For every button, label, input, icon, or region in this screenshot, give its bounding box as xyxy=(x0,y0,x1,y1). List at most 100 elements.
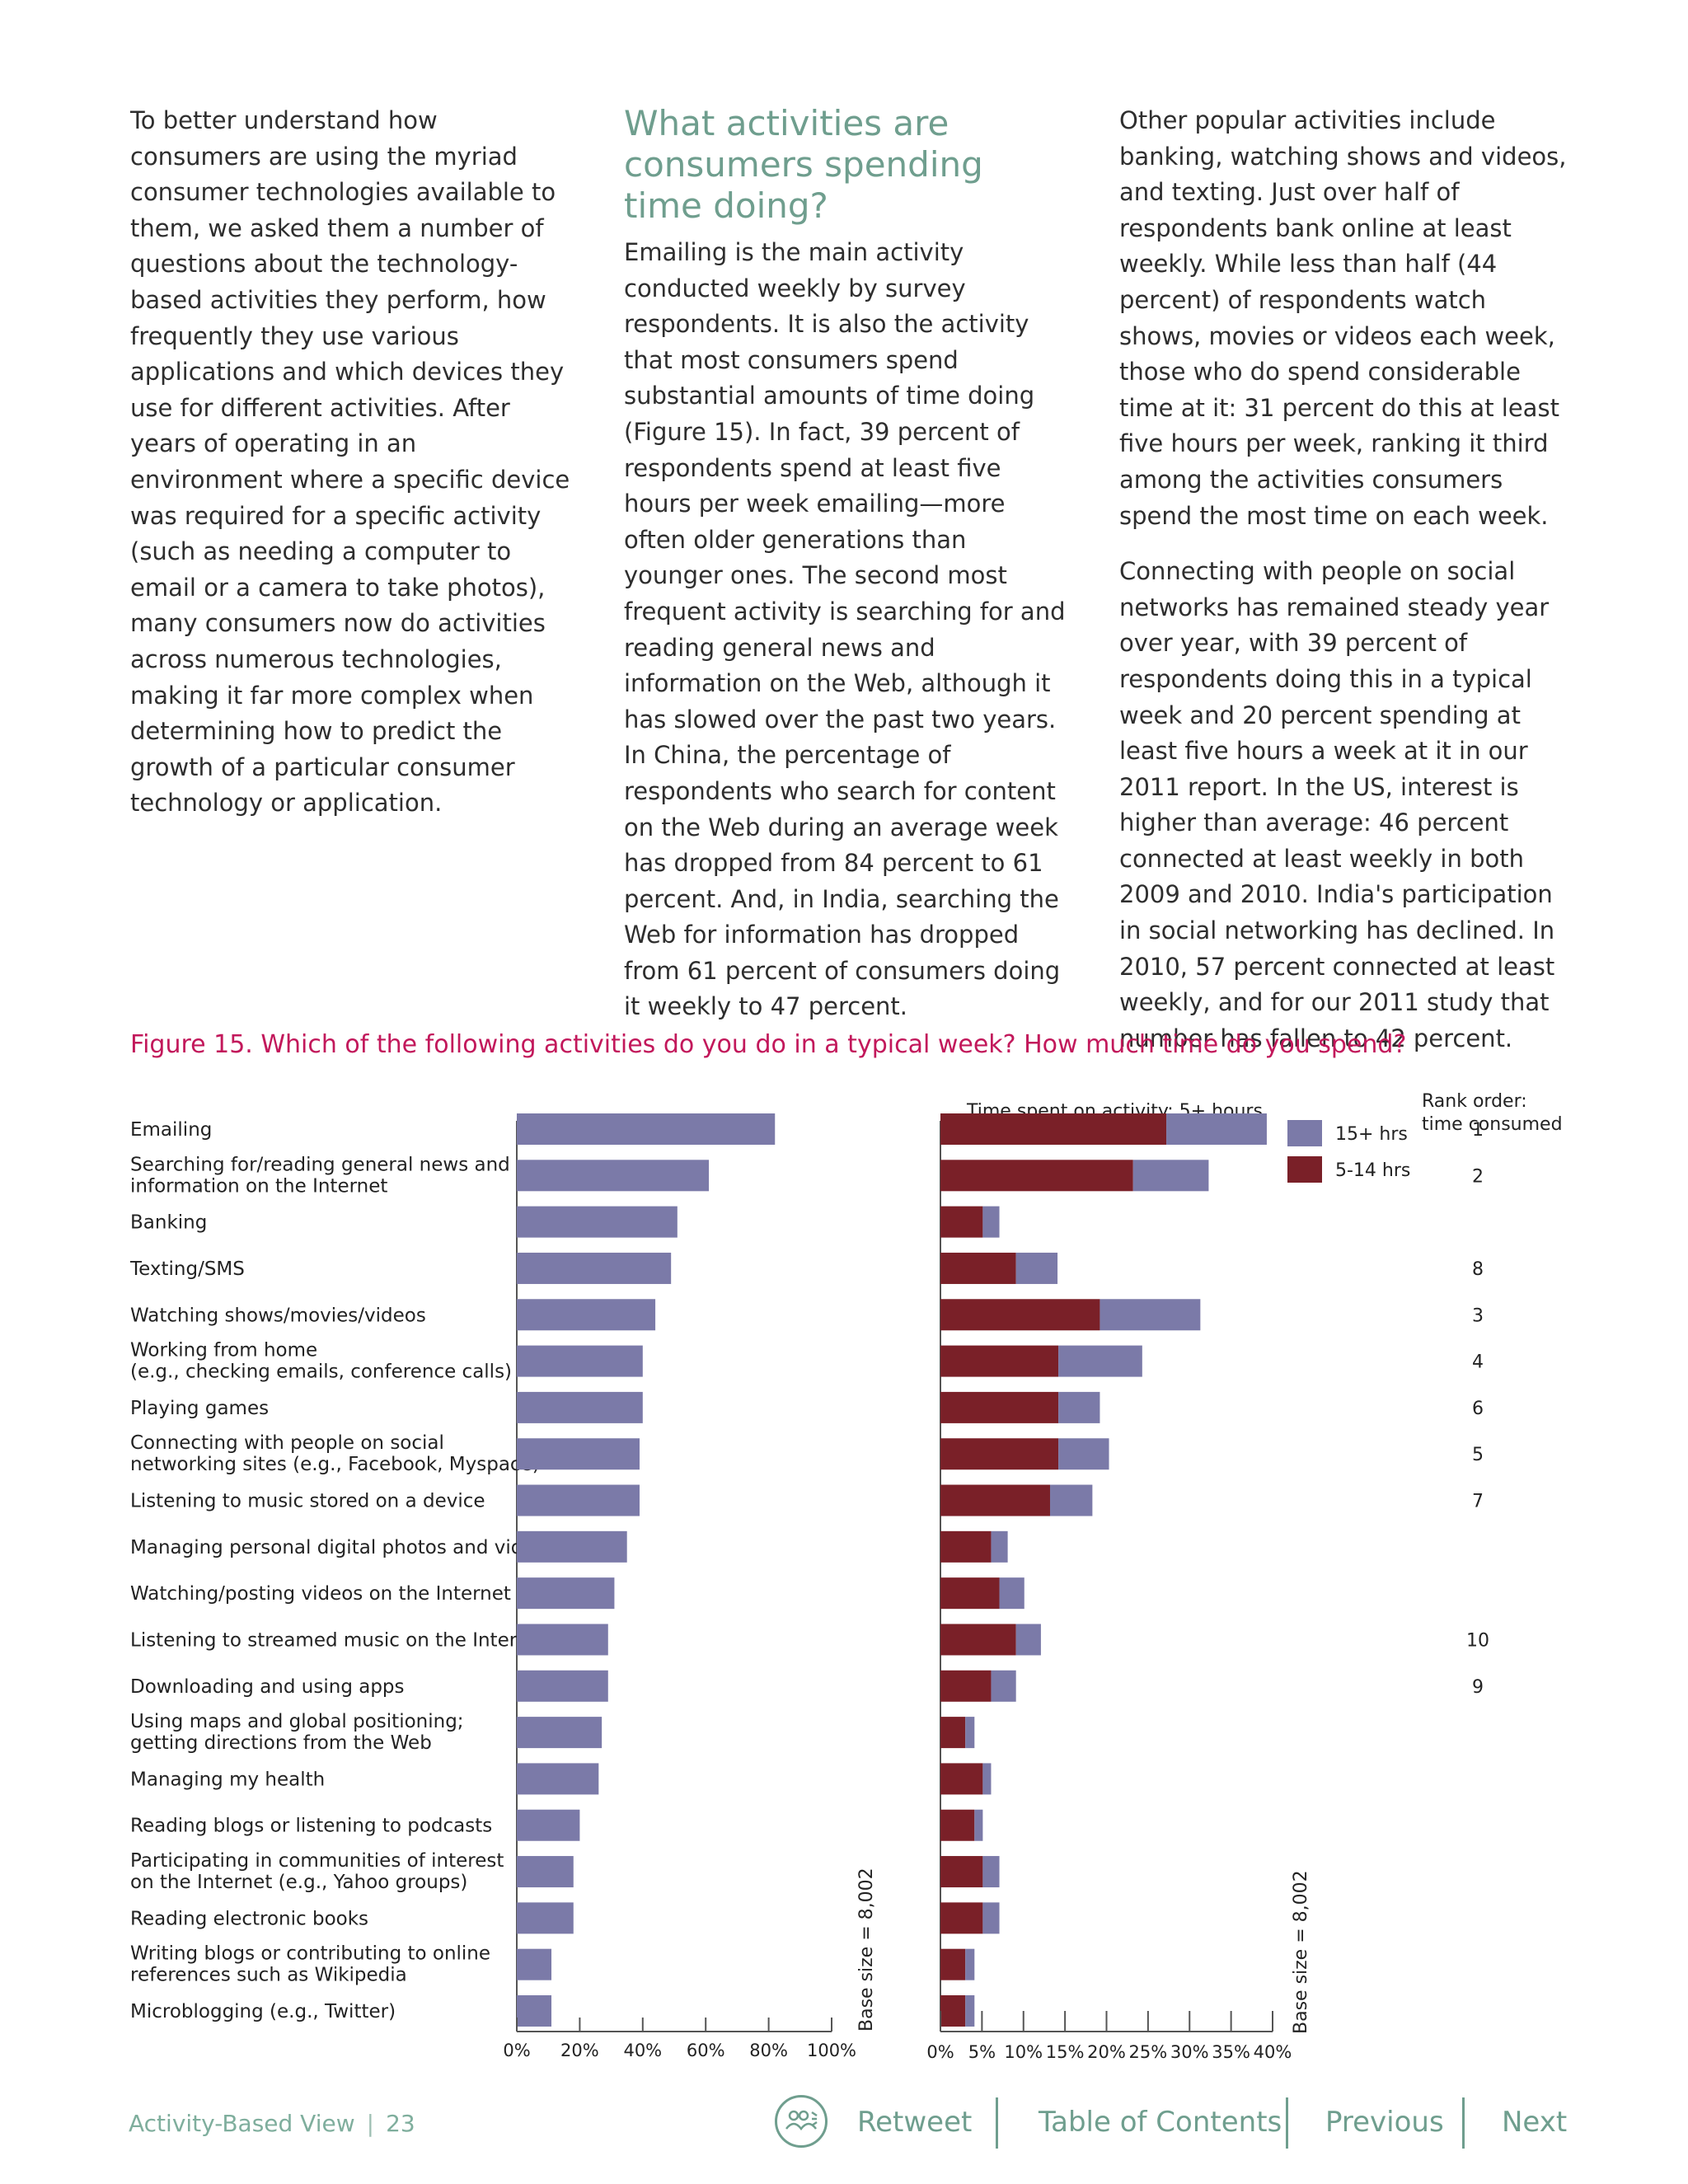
bar-weekly xyxy=(517,1206,678,1238)
category-label: Participating in communities of interest xyxy=(130,1850,504,1872)
bar-weekly xyxy=(517,1252,672,1284)
rank-value: 8 xyxy=(1472,1259,1484,1280)
x-tick-label: 0% xyxy=(926,2042,954,2062)
right-paragraph-2: Connecting with people on social network… xyxy=(1119,557,1555,1052)
x-tick-label: 25% xyxy=(1129,2042,1168,2062)
footer-section-name: Activity-Based View xyxy=(129,2110,355,2137)
bar-weekly xyxy=(517,1530,627,1563)
bar-15-plus-hrs xyxy=(982,1206,1000,1238)
legend-swatch xyxy=(1287,1156,1322,1183)
category-label: Working from home xyxy=(130,1340,317,1361)
people-icon xyxy=(785,2110,818,2131)
retweet-icon[interactable] xyxy=(775,2095,828,2148)
page-number: 23 xyxy=(386,2110,415,2137)
category-label: Managing personal digital photos and vid… xyxy=(130,1537,556,1558)
category-label: Reading electronic books xyxy=(130,1908,368,1929)
bar-weekly xyxy=(517,1484,640,1516)
right-paragraph-1: Other popular activities include banking… xyxy=(1119,106,1567,530)
bar-5-14-hrs xyxy=(940,1438,1059,1470)
next-link[interactable]: Next xyxy=(1502,2106,1568,2139)
bar-15-plus-hrs xyxy=(982,1902,1000,1934)
category-label: references such as Wikipedia xyxy=(130,1965,407,1986)
bar-weekly xyxy=(517,1624,608,1656)
category-label: Managing my health xyxy=(130,1769,325,1790)
rank-value: 7 xyxy=(1472,1492,1484,1512)
category-label: Listening to music stored on a device xyxy=(130,1491,485,1512)
x-tick-label: 60% xyxy=(687,2041,725,2060)
category-label: Watching shows/movies/videos xyxy=(130,1305,426,1326)
category-label: Searching for/reading general news and xyxy=(130,1154,510,1175)
bar-weekly xyxy=(517,1160,710,1192)
category-label: Watching/posting videos on the Internet xyxy=(130,1583,511,1605)
nav-divider xyxy=(1462,2097,1465,2149)
rank-value: 10 xyxy=(1466,1630,1489,1651)
bar-5-14-hrs xyxy=(940,1624,1016,1656)
bar-5-14-hrs xyxy=(940,1391,1059,1423)
bar-weekly xyxy=(517,1763,599,1795)
intro-paragraph: To better understand how consumers are u… xyxy=(130,106,570,818)
bar-15-plus-hrs xyxy=(999,1577,1025,1610)
bar-weekly xyxy=(517,1809,580,1841)
table-of-contents-link[interactable]: Table of Contents xyxy=(1039,2106,1282,2139)
category-label: information on the Internet xyxy=(130,1175,387,1197)
bar-15-plus-hrs xyxy=(965,1717,975,1749)
category-label: Listening to streamed music on the Inter… xyxy=(130,1629,548,1651)
bar-15-plus-hrs xyxy=(965,1948,975,1980)
base-size-note: Base size = 8,002 xyxy=(1291,1870,1311,2034)
bar-weekly xyxy=(517,1670,608,1702)
rank-header: Rank order: xyxy=(1422,1091,1527,1112)
rank-value: 3 xyxy=(1472,1305,1484,1326)
footer-section: Activity-Based View | 23 xyxy=(129,2110,415,2137)
rank-value: 9 xyxy=(1472,1677,1484,1698)
category-label: Using maps and global positioning; xyxy=(130,1711,464,1732)
bar-5-14-hrs xyxy=(940,1530,992,1563)
bar-5-14-hrs xyxy=(940,1577,1000,1610)
bar-weekly xyxy=(517,1856,574,1888)
rank-value: 1 xyxy=(1472,1120,1484,1141)
base-size-note: Base size = 8,002 xyxy=(856,1868,877,2032)
category-label: getting directions from the Web xyxy=(130,1732,432,1754)
rank-value: 2 xyxy=(1472,1166,1484,1187)
bar-15-plus-hrs xyxy=(991,1670,1016,1702)
bar-weekly xyxy=(517,1717,603,1749)
bar-15-plus-hrs xyxy=(965,1995,975,2027)
category-label: Texting/SMS xyxy=(129,1258,245,1280)
bar-5-14-hrs xyxy=(940,1484,1050,1516)
x-tick-label: 20% xyxy=(560,2041,599,2060)
bar-5-14-hrs xyxy=(940,1948,966,1980)
nav-divider xyxy=(1286,2097,1288,2149)
bar-5-14-hrs xyxy=(940,1809,975,1841)
bar-weekly xyxy=(517,1391,643,1423)
bar-weekly xyxy=(517,1438,640,1470)
bar-weekly xyxy=(517,1902,574,1934)
previous-link[interactable]: Previous xyxy=(1325,2106,1444,2139)
category-label: Connecting with people on social xyxy=(130,1432,444,1454)
x-tick-label: 15% xyxy=(1046,2042,1085,2062)
bar-weekly xyxy=(517,1995,552,2027)
middle-paragraph: Emailing is the main activity conducted … xyxy=(624,238,1066,1021)
bar-5-14-hrs xyxy=(940,1160,1133,1192)
category-label: (e.g., checking emails, conference calls… xyxy=(130,1361,512,1383)
x-tick-label: 80% xyxy=(749,2041,788,2060)
category-label: Banking xyxy=(130,1212,207,1234)
bar-5-14-hrs xyxy=(940,1252,1016,1284)
bar-5-14-hrs xyxy=(940,1345,1059,1377)
bar-15-plus-hrs xyxy=(1100,1299,1201,1331)
bar-5-14-hrs xyxy=(940,1995,966,2027)
category-label: Downloading and using apps xyxy=(130,1676,405,1698)
bar-weekly xyxy=(517,1577,615,1610)
retweet-link[interactable]: Retweet xyxy=(857,2106,973,2139)
bar-5-14-hrs xyxy=(940,1902,983,1934)
section-heading: What activities are consumers spending t… xyxy=(624,103,983,226)
middle-column: What activities are consumers spending t… xyxy=(624,103,1069,1045)
x-tick-label: 35% xyxy=(1212,2042,1250,2062)
figure-title: Figure 15. Which of the following activi… xyxy=(130,1030,1407,1059)
bar-15-plus-hrs xyxy=(1058,1438,1109,1470)
bar-5-14-hrs xyxy=(940,1717,966,1749)
category-label: Reading blogs or listening to podcasts xyxy=(130,1816,492,1837)
bar-5-14-hrs xyxy=(940,1763,983,1795)
legend-swatch xyxy=(1287,1120,1322,1146)
bar-15-plus-hrs xyxy=(982,1763,992,1795)
bar-weekly xyxy=(517,1113,776,1145)
bar-15-plus-hrs xyxy=(1166,1113,1267,1145)
